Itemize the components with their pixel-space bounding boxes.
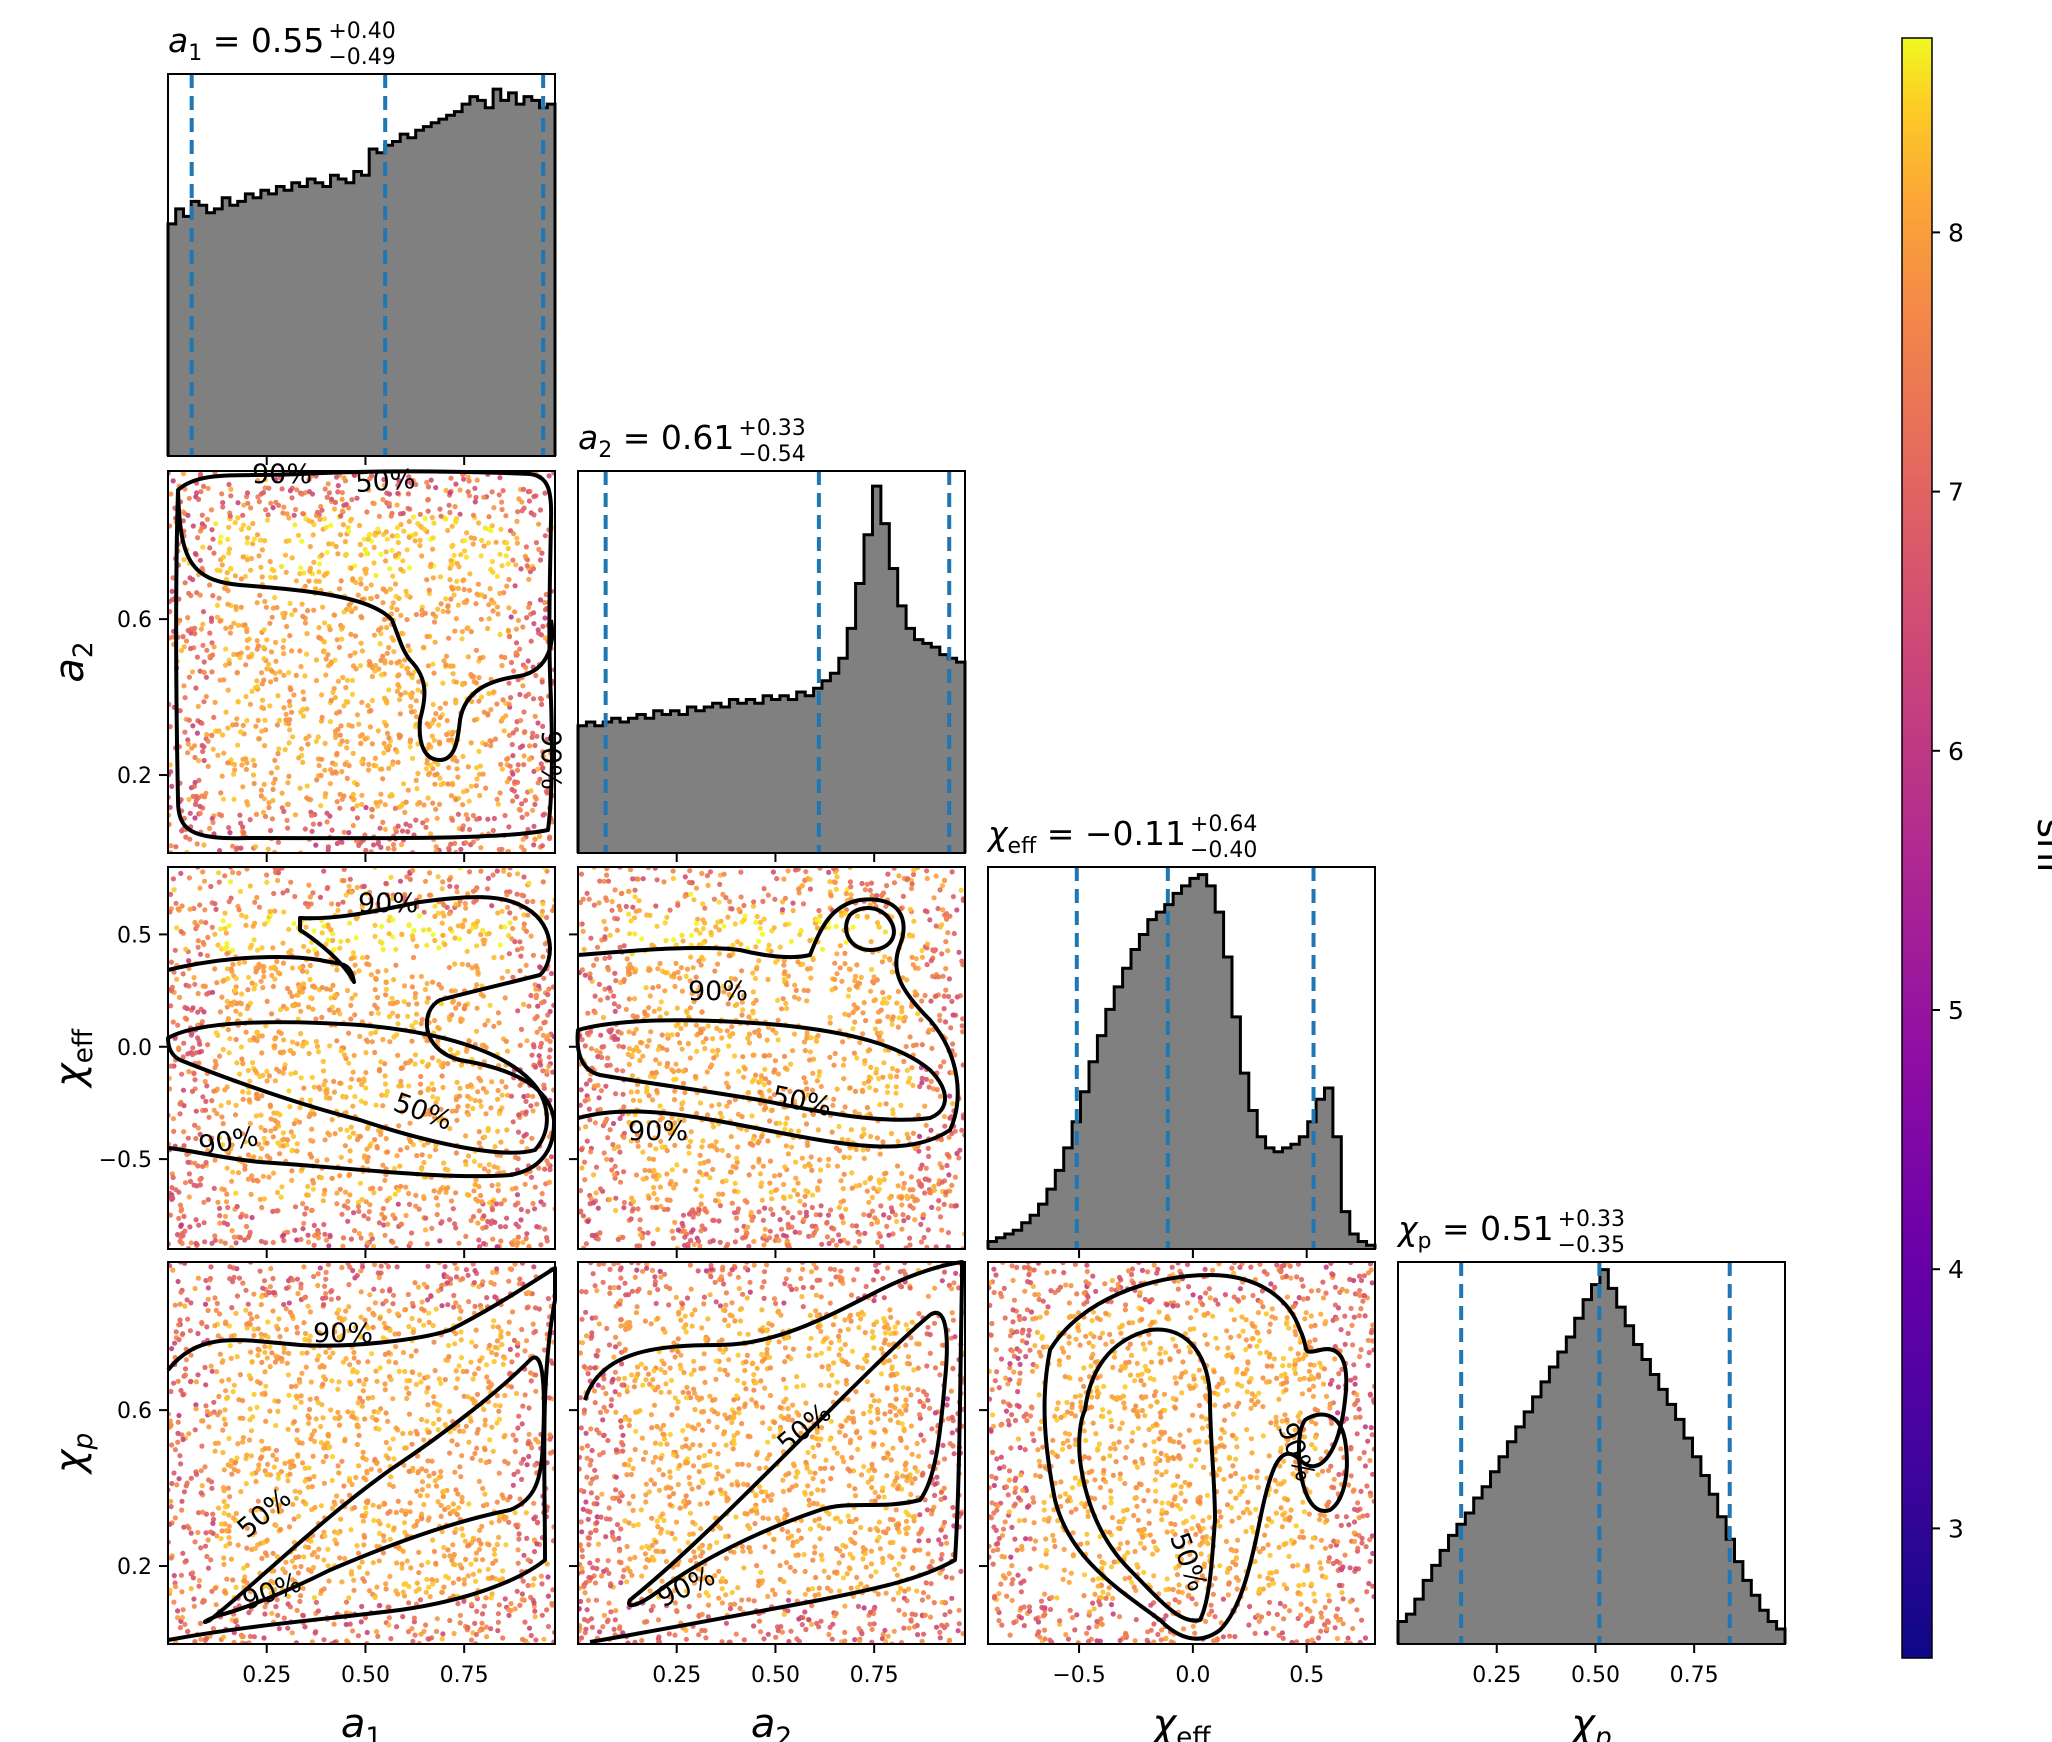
histogram-chi_p: [1396, 1262, 1787, 1644]
colorbar-gradient: [1901, 37, 1933, 1659]
axes-frame-3-1: [577, 1261, 966, 1645]
y-tick-label-chi_p-0: 0.2: [117, 1555, 152, 1580]
contour-90-chip-vs-chieff: [1042, 1273, 1349, 1641]
x-tick-label-a1-2: 0.75: [440, 1663, 489, 1688]
title-minus-error-a2: −0.54: [738, 442, 805, 467]
title-minus-error-chi_p: −0.35: [1558, 1233, 1625, 1258]
contour-label-90-chip-vs-a1-1: 90%: [313, 1318, 373, 1349]
colorbar-tick-label-5: 8: [1948, 218, 1964, 247]
x-axis-label-a2: a2: [751, 1701, 792, 1742]
y-tick-label-a2-1: 0.6: [117, 608, 152, 633]
scatter-panel-a1-vs-chi_eff: [168, 867, 555, 1249]
x-tick-label-chi_eff-1: 0.0: [1175, 1663, 1210, 1688]
axes-frame-0-0: [167, 73, 556, 457]
contour-90-chip-vs-a2: [583, 1260, 964, 1644]
axes-frame-3-2: [987, 1261, 1376, 1645]
axes-frame-2-0: [167, 866, 556, 1250]
scatter-panel-a1-vs-a2: [168, 471, 555, 853]
title-plus-error-chi_p: +0.33: [1558, 1207, 1625, 1232]
axes-layer: [159, 73, 1786, 1653]
colorbar-tick-label-0: 3: [1948, 1514, 1964, 1543]
axes-frame-1-1: [577, 470, 966, 854]
histogram-edge-chi_p: [1396, 1268, 1787, 1644]
axes-frame-3-0: [167, 1261, 556, 1645]
x-tick-label-chi_eff-2: 0.5: [1289, 1663, 1324, 1688]
histogram-edge-a2: [576, 484, 967, 853]
contour-50-chip-vs-a1: [202, 1355, 546, 1624]
colorbar-tick-label-2: 5: [1948, 996, 1964, 1025]
x-tick-label-chi_eff-0: −0.5: [1052, 1663, 1105, 1688]
scatter-panel-a2-vs-chi_p: [578, 1262, 965, 1644]
contour-90-chieff-vs-a1: [167, 895, 557, 1179]
contour-50-a2-vs-a1: [176, 489, 555, 762]
y-axis-label-chi_p: χp: [47, 1433, 99, 1475]
histogram-fill-chi_p: [1398, 1269, 1785, 1644]
colorbar-label: snr: [2029, 818, 2052, 878]
y-tick-label-chi_eff-0: −0.5: [99, 1148, 152, 1173]
title-a2: a2 = 0.61: [578, 418, 734, 463]
contour-label-90-a2-vs-a1-1: 90%: [252, 459, 312, 490]
colorbar-tick-label-4: 7: [1948, 478, 1964, 507]
y-axis-label-chi_eff: χeff: [47, 1028, 99, 1089]
x-axis-label-a1: a1: [341, 1701, 382, 1742]
contour-label-90-chieff-vs-a1-1: 90%: [358, 888, 418, 919]
title-minus-error-a1: −0.49: [328, 45, 395, 70]
scatter-points-layer: [168, 471, 1375, 1644]
axes-frame-1-0: [167, 470, 556, 854]
y-axis-label-a2: a2: [47, 641, 99, 682]
x-tick-label-a2-1: 0.50: [751, 1663, 800, 1688]
y-tick-label-chi_eff-1: 0.0: [117, 1036, 152, 1061]
contour-label-90-a2-vs-a1-2: 90%: [535, 730, 566, 790]
colorbar-tick-label-3: 6: [1948, 737, 1964, 766]
contour-label-90-chieff-vs-a2-2: 90%: [628, 1116, 688, 1147]
title-chi_eff: χeff = −0.11: [986, 814, 1186, 859]
contours-layer: [166, 469, 1349, 1644]
title-a1: a1 = 0.55: [168, 21, 324, 66]
y-tick-label-chi_eff-2: 0.5: [117, 923, 152, 948]
title-plus-error-chi_eff: +0.64: [1190, 812, 1257, 837]
x-tick-label-chi_p-1: 0.50: [1571, 1663, 1620, 1688]
contour-90-chieff-vs-a2: [577, 897, 960, 1149]
x-tick-label-chi_p-2: 0.75: [1670, 1663, 1719, 1688]
axes-frame-2-2: [987, 866, 1376, 1250]
x-axis-label-chi_p: χp: [1569, 1701, 1611, 1742]
title-minus-error-chi_eff: −0.40: [1190, 838, 1257, 863]
colorbar-tick-label-1: 4: [1948, 1255, 1964, 1284]
x-tick-label-a2-2: 0.75: [850, 1663, 899, 1688]
x-tick-label-a1-1: 0.50: [341, 1663, 390, 1688]
contour-label-50-chieff-vs-a1: 50%: [389, 1087, 456, 1137]
x-tick-label-chi_p-0: 0.25: [1472, 1663, 1521, 1688]
scatter-panel-a2-vs-chi_eff: [578, 867, 965, 1249]
contour-90-chip-vs-a1: [166, 1266, 557, 1642]
title-chi_p: χp = 0.51: [1396, 1209, 1554, 1254]
x-tick-label-a1-0: 0.25: [242, 1663, 291, 1688]
histogram-a1: [166, 74, 557, 456]
contour-50-chieff-vs-a2: [575, 1018, 947, 1122]
histogram-fill-a1: [168, 89, 555, 456]
contour-50-chip-vs-a2: [627, 1311, 949, 1608]
axes-frame-2-1: [577, 866, 966, 1250]
title-plus-error-a2: +0.33: [738, 416, 805, 441]
title-plus-error-a1: +0.40: [328, 19, 395, 44]
axes-frame-3-3: [1397, 1261, 1786, 1645]
contour-50-chieff-vs-a2-small: [844, 906, 896, 952]
contour-50-chip-vs-chieff: [1077, 1327, 1217, 1623]
histogram-edge-a1: [166, 87, 557, 456]
histogram-chi_eff: [986, 867, 1377, 1249]
histogram-fill-a2: [578, 486, 965, 853]
y-tick-label-a2-0: 0.2: [117, 764, 152, 789]
x-tick-label-a2-0: 0.25: [652, 1663, 701, 1688]
contour-label-50-chieff-vs-a2: 50%: [769, 1080, 834, 1123]
contour-label-90-chieff-vs-a2-1: 90%: [688, 976, 748, 1007]
histogram-a2: [576, 471, 967, 853]
histograms-layer: [166, 74, 1787, 1644]
contour-inner-chip-vs-chieff: [1296, 1412, 1349, 1513]
contour-50-chieff-vs-a1: [166, 1020, 549, 1155]
y-tick-label-chi_p-1: 0.6: [117, 1399, 152, 1424]
contour-label-50-a2-vs-a1: 50%: [354, 464, 416, 499]
histogram-fill-chi_eff: [988, 874, 1375, 1249]
x-axis-label-chi_eff: χeff: [1150, 1701, 1211, 1742]
colorbar: 3 4 5 6 7 8 snr: [1901, 37, 2052, 1659]
